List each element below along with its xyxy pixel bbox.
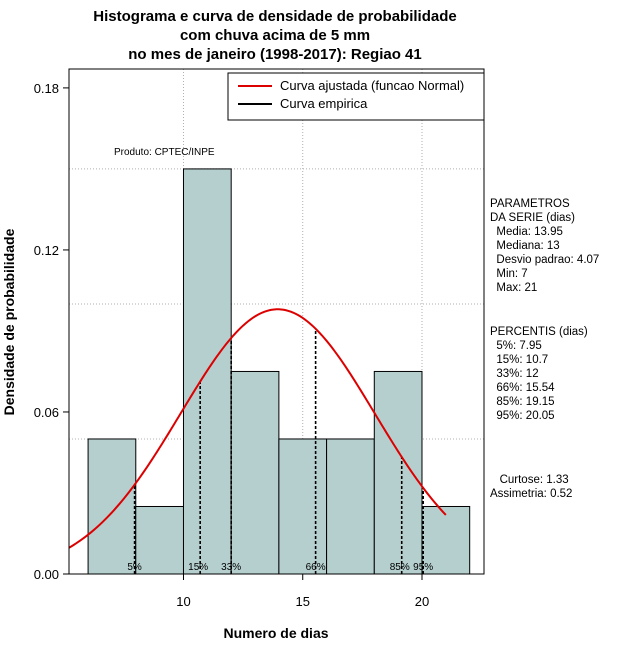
x-tick-label: 10 <box>176 594 190 609</box>
product-annotation: Produto: CPTEC/INPE <box>114 147 215 158</box>
param-line: PARAMETROS <box>490 198 570 210</box>
histogram-bar <box>135 505 184 575</box>
percentile-labels: 5% 15% 33% 66% 85% 95% <box>127 562 433 573</box>
param-line: Max: 21 <box>490 282 537 294</box>
percentile-label: 15% <box>188 562 208 573</box>
legend-label-empirical: Curva empirica <box>280 96 368 111</box>
percentile-label: 95% <box>413 562 433 573</box>
fitted-normal-curve <box>68 308 447 549</box>
histogram-bar <box>373 370 423 575</box>
histogram-bar <box>421 505 471 575</box>
percentile-line: PERCENTIS (dias) <box>490 326 588 338</box>
histogram-bar <box>230 370 280 575</box>
percentile-line: 66%: 15.54 <box>490 382 555 394</box>
legend-box <box>227 72 485 121</box>
x-axis-label: Numero de dias <box>223 625 328 641</box>
title-line-1: Histograma e curva de densidade de proba… <box>93 8 456 25</box>
stats-line: Curtose: 1.33 <box>490 474 569 486</box>
percentile-line: 15%: 10.7 <box>490 354 548 366</box>
y-tick-label: 0.06 <box>34 405 59 420</box>
legend-label-fitted: Curva ajustada (funcao Normal) <box>280 78 464 93</box>
x-tick-label: 20 <box>415 594 429 609</box>
histogram-bar <box>87 438 137 575</box>
stats-line: Assimetria: 0.52 <box>490 488 572 500</box>
title-line-2: com chuva acima de 5 mm <box>180 27 370 44</box>
y-tick-label: 0.00 <box>34 567 59 582</box>
legend: Curva ajustada (funcao Normal) Curva emp… <box>227 72 485 121</box>
percentile-lines <box>133 328 424 574</box>
y-tick-label: 0.18 <box>34 81 59 96</box>
y-tick-label: 0.12 <box>34 243 59 258</box>
percentile-line: 33%: 12 <box>490 368 539 380</box>
x-tick-label: 15 <box>296 594 310 609</box>
param-line: Media: 13.95 <box>490 226 563 238</box>
x-axis: 10 15 20 <box>176 574 429 609</box>
percentile-line: 5%: 7.95 <box>490 340 542 352</box>
percentiles-panel: PERCENTIS (dias) 5%: 7.95 15%: 10.7 33%:… <box>490 326 588 422</box>
parameters-panel: PARAMETROS DA SERIE (dias) Media: 13.95 … <box>490 198 599 294</box>
percentile-line: 85%: 19.15 <box>490 396 555 408</box>
histogram-bars <box>87 168 471 575</box>
param-line: Min: 7 <box>490 268 528 280</box>
y-axis-label: Densidade de probabilidade <box>1 228 17 415</box>
title-line-3: no mes de janeiro (1998-2017): Regiao 41 <box>128 46 421 63</box>
percentile-label: 85% <box>390 562 410 573</box>
param-line: Desvio padrao: 4.07 <box>490 254 599 266</box>
percentile-label: 5% <box>127 562 142 573</box>
param-line: Mediana: 13 <box>490 240 560 252</box>
percentile-label: 66% <box>306 562 326 573</box>
histogram-bar <box>278 438 328 575</box>
shape-stats-panel: Curtose: 1.33 Assimetria: 0.52 <box>490 474 572 500</box>
y-axis: 0.00 0.06 0.12 0.18 <box>34 81 70 582</box>
percentile-line: 95%: 20.05 <box>490 410 555 422</box>
percentile-label: 33% <box>221 562 241 573</box>
param-line: DA SERIE (dias) <box>490 212 575 224</box>
chart-title: Histograma e curva de densidade de proba… <box>93 8 456 63</box>
histogram-bar <box>326 438 375 575</box>
